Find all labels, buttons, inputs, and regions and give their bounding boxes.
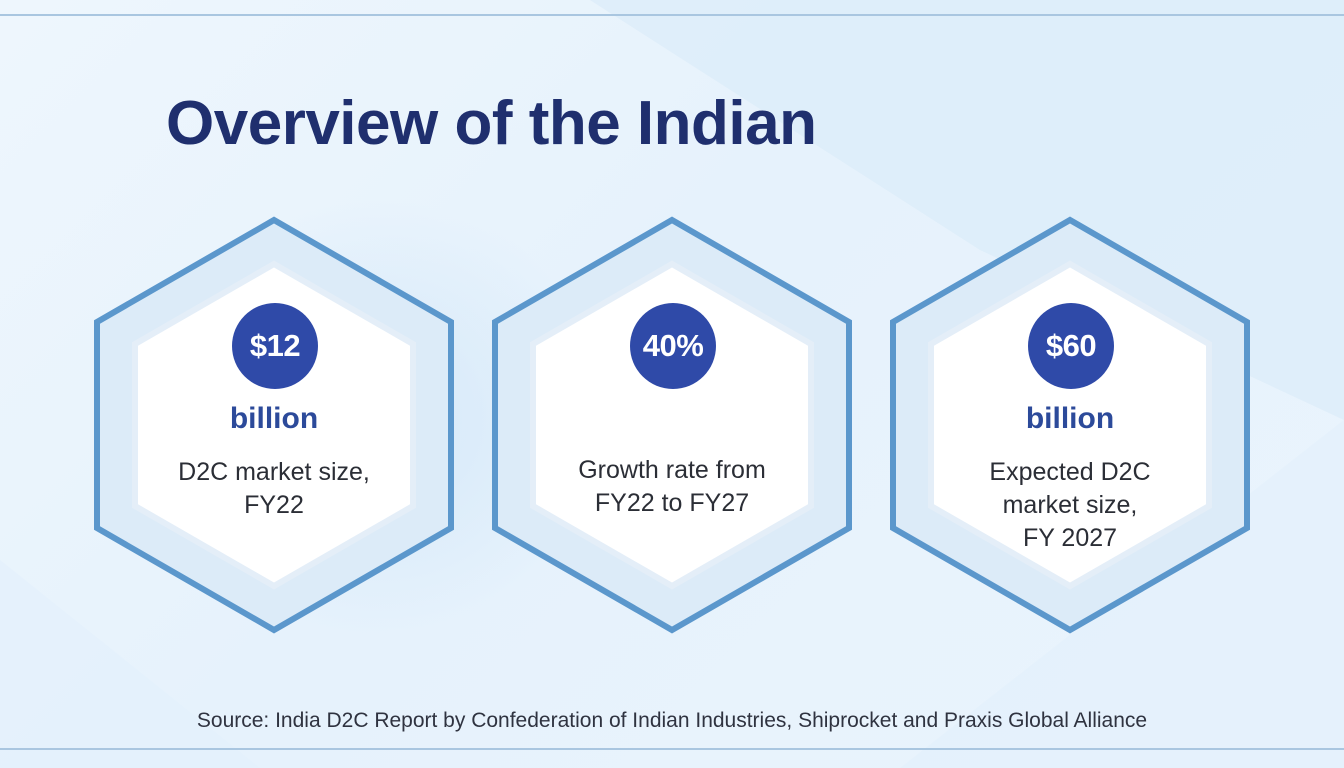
page-title: Overview of the Indian — [166, 89, 817, 158]
stat-description-line: D2C market size, — [178, 458, 370, 486]
stat-description: D2C market size, FY22 — [133, 456, 415, 522]
stat-description-line: FY22 to FY27 — [594, 489, 750, 517]
stat-value-badge: $12 — [232, 303, 318, 389]
source-citation: Source: India D2C Report by Confederatio… — [196, 709, 1148, 732]
stat-description-line: market size, — [1002, 491, 1138, 519]
hexagon-frame-icon — [890, 216, 1250, 634]
stat-unit: billion — [1025, 402, 1115, 435]
stat-value-badge: $60 — [1028, 303, 1114, 389]
stat-card-market-size-fy22: $12 billion D2C market size, FY22 — [93, 216, 455, 634]
bottom-divider — [0, 748, 1344, 750]
hexagon-frame-icon — [94, 216, 454, 634]
stat-description-line: FY22 — [244, 491, 304, 519]
stat-card-expected-market-size-fy2027: $60 billion Expected D2C market size, FY… — [889, 216, 1251, 634]
stat-description: Growth rate from FY22 to FY27 — [531, 454, 813, 520]
stat-unit: billion — [229, 402, 319, 435]
stat-card-growth-rate: 40% Growth rate from FY22 to FY27 — [491, 216, 853, 634]
top-divider — [0, 14, 1344, 16]
stat-value-badge: 40% — [630, 303, 716, 389]
stat-description: Expected D2C market size, FY 2027 — [929, 456, 1211, 555]
stat-description-line: Growth rate from — [578, 456, 766, 484]
stat-description-line: Expected D2C — [989, 458, 1151, 486]
hexagon-frame-icon — [492, 216, 852, 634]
stat-description-line: FY 2027 — [1022, 524, 1118, 552]
